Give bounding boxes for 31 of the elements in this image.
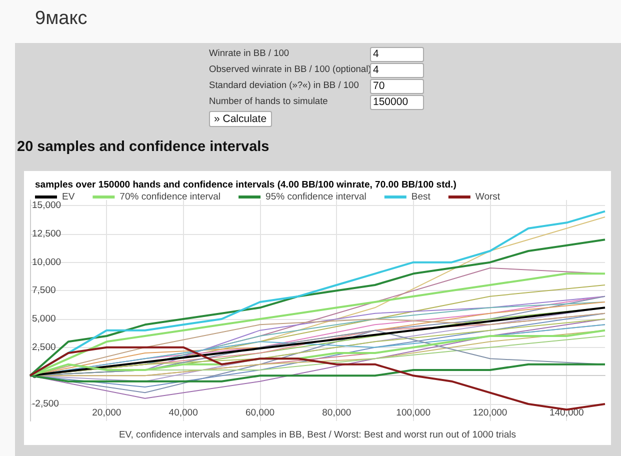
legend-label: Best [411, 192, 431, 202]
text: » Calculate [209, 111, 272, 127]
text: 4 [370, 63, 424, 78]
text: 70 [370, 79, 424, 94]
text: Observed winrate in BB / 100 (optional) [209, 64, 372, 74]
legend-label: EV [62, 192, 76, 202]
y-tick-label: 7,500 [32, 285, 56, 296]
y-tick-label: 10,000 [32, 256, 62, 268]
x-tick-label: 20,000 [92, 408, 122, 418]
y-tick-label: 15,000 [32, 200, 62, 212]
legend-label: Worst [475, 192, 500, 202]
chart-subtitle: samples over 150000 hands and confidence intervals (4.00 BB/100 winrate, 70.00 BB/100 std.) [35, 180, 456, 190]
text: 9макс [35, 8, 88, 30]
text: Standard deviation (»?«) in BB / 100 [209, 80, 359, 90]
x-tick-label: 40,000 [168, 408, 198, 418]
x-tick-label: 120,000 [472, 408, 508, 418]
x-tick-label: 60,000 [245, 408, 275, 418]
legend-label: 95% confidence interval [266, 192, 366, 202]
text: Number of hands to simulate [209, 96, 328, 106]
y-tick-label: 12,500 [32, 228, 62, 240]
x-axis-title: EV, confidence intervals and samples in BB, Best / Worst: Best and worst run out of 1000 trials [118, 430, 516, 440]
y-tick-label: 5,000 [32, 314, 56, 324]
x-tick-label: 100,000 [396, 408, 431, 418]
y-tick-label: -2,500 [32, 398, 59, 410]
text: 4 [370, 47, 424, 62]
legend-label: 70% confidence interval [120, 192, 221, 202]
text: Winrate in BB / 100 [209, 48, 290, 58]
chart-title: 20 samples and confidence intervals [17, 139, 270, 155]
x-tick-label: 80,000 [322, 408, 352, 418]
y-tick-label: 2,500 [32, 342, 56, 353]
text: 150000 [370, 95, 424, 110]
